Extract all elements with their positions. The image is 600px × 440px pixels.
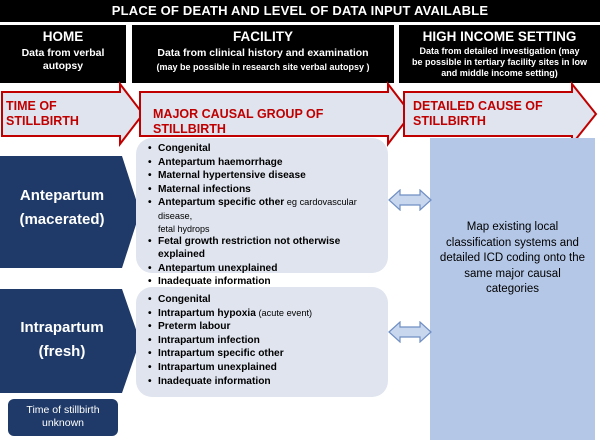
list-item: Antepartum unexplained — [148, 262, 384, 276]
list-item: Antepartum specific other eg cardovascul… — [148, 196, 384, 234]
column-line: Data from verbal — [21, 47, 105, 59]
list-item: Inadequate information — [148, 275, 384, 289]
cause-note: fetal hydrops — [158, 223, 210, 234]
high-income-panel — [430, 138, 595, 440]
mapping-note: Map existing local classification system… — [432, 220, 593, 298]
antepartum-cause-list: Congenital Antepartum haemorrhage Matern… — [136, 138, 388, 289]
unknown-line: unknown — [41, 417, 85, 429]
cause-note: eg cardovascular disease, — [158, 197, 357, 221]
column-line: be possible in tertiary facility sites i… — [411, 57, 588, 67]
mapping-note-line: Map existing local — [466, 221, 559, 233]
page-banner: PLACE OF DEATH AND LEVEL OF DATA INPUT A… — [0, 0, 600, 22]
mapping-note-line: classification systems and — [446, 236, 579, 249]
list-item: Antepartum haemorrhage — [148, 156, 384, 170]
column-header-home: HOME Data from verbal autopsy — [0, 25, 126, 83]
column-header-high-income: HIGH INCOME SETTING Data from detailed i… — [399, 25, 600, 83]
antepartum-stage-shape — [0, 156, 140, 268]
column-title-facility: FACILITY — [233, 29, 293, 44]
column-subline: (may be possible in research site verbal… — [156, 62, 370, 72]
stage-line: (macerated) — [19, 211, 105, 228]
arrow-text-line: TIME OF — [6, 99, 57, 113]
list-item: Fetal growth restriction not otherwise e… — [148, 235, 384, 262]
list-item: Congenital — [148, 142, 384, 156]
mapping-note-line: same major causal — [464, 267, 561, 280]
arrow-row — [1, 81, 598, 147]
intrapartum-stage-shape — [0, 289, 140, 393]
time-unknown-box: Time of stillbirth unknown — [8, 399, 118, 436]
stage-line: (fresh) — [38, 343, 86, 360]
list-item: Intrapartum specific other — [148, 347, 384, 361]
column-line: Data from clinical history and examinati… — [157, 47, 369, 59]
arrow-time-of-stillbirth — [1, 81, 145, 147]
arrow-text-line: STILLBIRTH — [413, 114, 486, 128]
intrapartum-stage-label: Intrapartum (fresh) — [0, 316, 124, 364]
arrow-text-line: STILLBIRTH — [6, 114, 79, 128]
list-item: Preterm labour — [148, 320, 384, 334]
antepartum-stage-label: Antepartum (macerated) — [0, 184, 124, 232]
list-item: Congenital — [148, 293, 384, 307]
unknown-line: Time of stillbirth — [26, 404, 100, 416]
list-item: Maternal infections — [148, 183, 384, 197]
arrow-major-causal-group — [139, 81, 413, 147]
column-title-high-income: HIGH INCOME SETTING — [422, 29, 577, 44]
arrow-major-label: MAJOR CAUSAL GROUP OF STILLBIRTH — [153, 107, 324, 136]
cause-note: (acute event) — [255, 307, 313, 318]
list-item: Intrapartum unexplained — [148, 361, 384, 375]
list-item: Maternal hypertensive disease — [148, 169, 384, 183]
intrapartum-cause-list: Congenital Intrapartum hypoxia (acute ev… — [136, 287, 388, 397]
arrow-time-label: TIME OF STILLBIRTH — [6, 99, 116, 129]
arrow-detailed-label: DETAILED CAUSE OF STILLBIRTH — [413, 99, 573, 129]
column-line: and middle income setting) — [441, 68, 558, 78]
column-header-facility: FACILITY Data from clinical history and … — [132, 25, 394, 83]
list-item: Intrapartum hypoxia (acute event) — [148, 307, 384, 321]
double-arrow-icon — [388, 321, 432, 343]
column-line: autopsy — [42, 60, 84, 72]
arrow-text-line: DETAILED CAUSE OF — [413, 99, 543, 113]
stage-line: Intrapartum — [20, 319, 104, 336]
mapping-note-line: detailed ICD coding onto the — [439, 252, 586, 264]
column-line: Data from detailed investigation (may — [419, 46, 580, 56]
mapping-note-line: categories — [485, 283, 540, 295]
list-item: Inadequate information — [148, 375, 384, 389]
list-item: Intrapartum infection — [148, 334, 384, 348]
double-arrow-icon — [388, 189, 432, 211]
stage-line: Antepartum — [19, 187, 105, 204]
arrow-detailed-cause — [403, 81, 598, 147]
column-title-home: HOME — [42, 29, 84, 44]
